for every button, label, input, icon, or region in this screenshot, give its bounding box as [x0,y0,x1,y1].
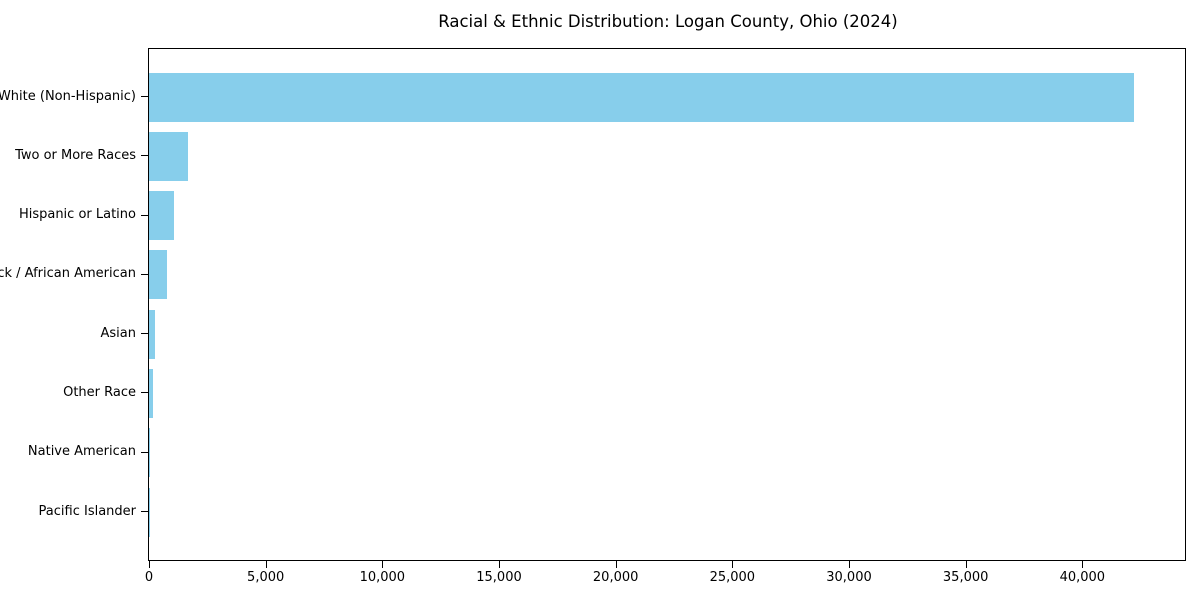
x-tick-label: 30,000 [826,570,872,585]
y-tick-label: Native American [27,444,136,460]
y-tick [141,511,148,512]
bar [149,191,175,241]
x-tick [265,561,267,568]
y-tick [141,392,148,394]
y-tick-label: Two or More Races [15,147,136,163]
y-tick [141,451,148,453]
bar [149,72,1134,122]
y-tick [141,155,148,157]
x-tick-label: 0 [144,570,154,585]
chart-title: Racial & Ethnic Distribution: Logan Coun… [438,12,898,31]
y-tick-label: Other Race [63,384,136,400]
x-tick-label: 20,000 [592,570,639,585]
y-tick [141,273,148,275]
y-tick-label: Asian [100,325,136,341]
x-tick [615,561,617,568]
plot-area [148,48,1186,561]
bar [149,428,150,478]
x-tick [965,561,967,568]
x-tick-label: 40,000 [1059,570,1106,585]
y-tick [141,333,148,335]
y-tick-label: Pacific Islander [38,503,136,519]
x-tick [849,561,850,568]
x-tick-label: 25,000 [709,570,756,585]
x-tick-label: 5,000 [247,570,285,585]
x-tick [149,561,150,568]
x-tick-label: 15,000 [476,570,522,585]
x-tick [1082,561,1084,568]
y-tick-label: White (Non-Hispanic) [0,88,136,104]
x-tick [732,561,734,568]
x-tick-label: 10,000 [359,570,406,585]
y-tick [141,214,148,216]
bar [149,368,153,418]
y-tick [141,96,148,97]
bar [149,309,156,359]
x-tick-label: 35,000 [942,570,989,585]
y-tick-label: Hispanic or Latino [18,207,136,223]
y-tick-label: Black / African American [0,266,136,282]
x-tick [382,561,384,568]
bar [149,250,167,300]
x-tick [499,561,500,568]
bar [149,131,188,181]
